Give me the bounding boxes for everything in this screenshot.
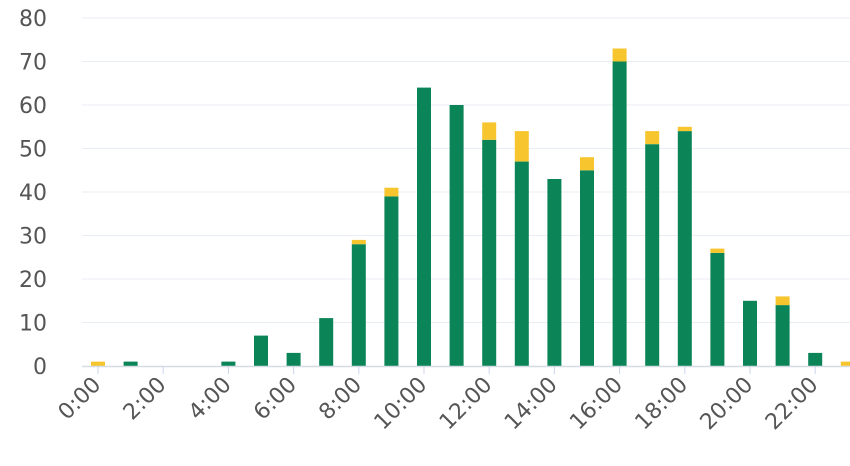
bar-1900-series-1 [710, 248, 725, 253]
bar-900-series-0 [384, 196, 399, 366]
x-tick-label: 22:00 [761, 373, 824, 436]
bar-2100-series-1 [775, 296, 790, 306]
bar-1700-series-1 [645, 131, 660, 145]
x-axis-ticks [97, 366, 816, 374]
bar-000-series-1 [91, 361, 105, 366]
bar-900-series-1 [384, 187, 399, 197]
bar-1600-series-0 [612, 61, 627, 366]
bar-800-series-1 [351, 239, 366, 245]
y-tick-label: 40 [19, 181, 47, 206]
bar-1900-series-0 [710, 252, 725, 366]
x-tick-label: 12:00 [435, 373, 498, 436]
bar-1200-series-0 [482, 139, 497, 366]
bar-2100-series-0 [775, 305, 790, 366]
bar-1200-series-1 [482, 122, 497, 140]
y-tick-label: 10 [19, 312, 47, 337]
x-axis-tick-labels: 0:00 2:00 4:00 6:00 8:00 10:00 12:00 14:00 16:00… [54, 373, 824, 436]
x-tick-label: 8:00 [314, 373, 367, 426]
bar-600-series-0 [286, 352, 301, 366]
bar-1600-series-1 [612, 48, 627, 62]
bar-1700-series-0 [645, 144, 660, 366]
bar-1000-series-0 [417, 87, 431, 366]
bar-800-series-0 [351, 244, 366, 366]
y-axis-tick-labels: 0 10 20 30 40 50 60 70 80 [19, 7, 47, 380]
bar-700-series-0 [319, 318, 334, 366]
bar-1800-series-1 [677, 126, 692, 132]
x-tick-label: 18:00 [631, 373, 694, 436]
bar-1500-series-1 [580, 157, 594, 171]
x-tick-label: 0:00 [54, 373, 107, 426]
y-tick-label: 50 [19, 138, 47, 163]
bar-400-series-0 [221, 361, 236, 366]
y-tick-label: 80 [19, 7, 47, 32]
gridlines [82, 17, 850, 323]
x-tick-label: 2:00 [119, 373, 172, 426]
x-tick-label: 10:00 [370, 373, 433, 436]
bar-2300-series-1 [840, 361, 850, 366]
bars [91, 48, 850, 367]
bar-1300-series-0 [514, 161, 529, 366]
bar-2000-series-0 [743, 300, 757, 367]
bar-1100-series-0 [449, 105, 464, 366]
y-tick-label: 60 [19, 94, 47, 119]
bar-1400-series-0 [547, 179, 562, 366]
x-tick-label: 14:00 [500, 373, 563, 436]
x-tick-label: 16:00 [565, 373, 628, 436]
y-tick-label: 0 [33, 355, 47, 380]
x-tick-label: 4:00 [184, 373, 237, 426]
bar-1500-series-0 [580, 170, 594, 366]
bar-1800-series-0 [677, 131, 692, 366]
bar-2200-series-0 [808, 352, 823, 366]
bar-1300-series-1 [514, 131, 529, 162]
bar-500-series-0 [254, 335, 268, 366]
x-tick-label: 20:00 [696, 373, 759, 436]
bar-100-series-0 [123, 361, 138, 366]
y-tick-label: 20 [19, 268, 47, 293]
y-tick-label: 70 [19, 51, 47, 76]
y-tick-label: 30 [19, 225, 47, 250]
x-tick-label: 6:00 [249, 373, 302, 426]
